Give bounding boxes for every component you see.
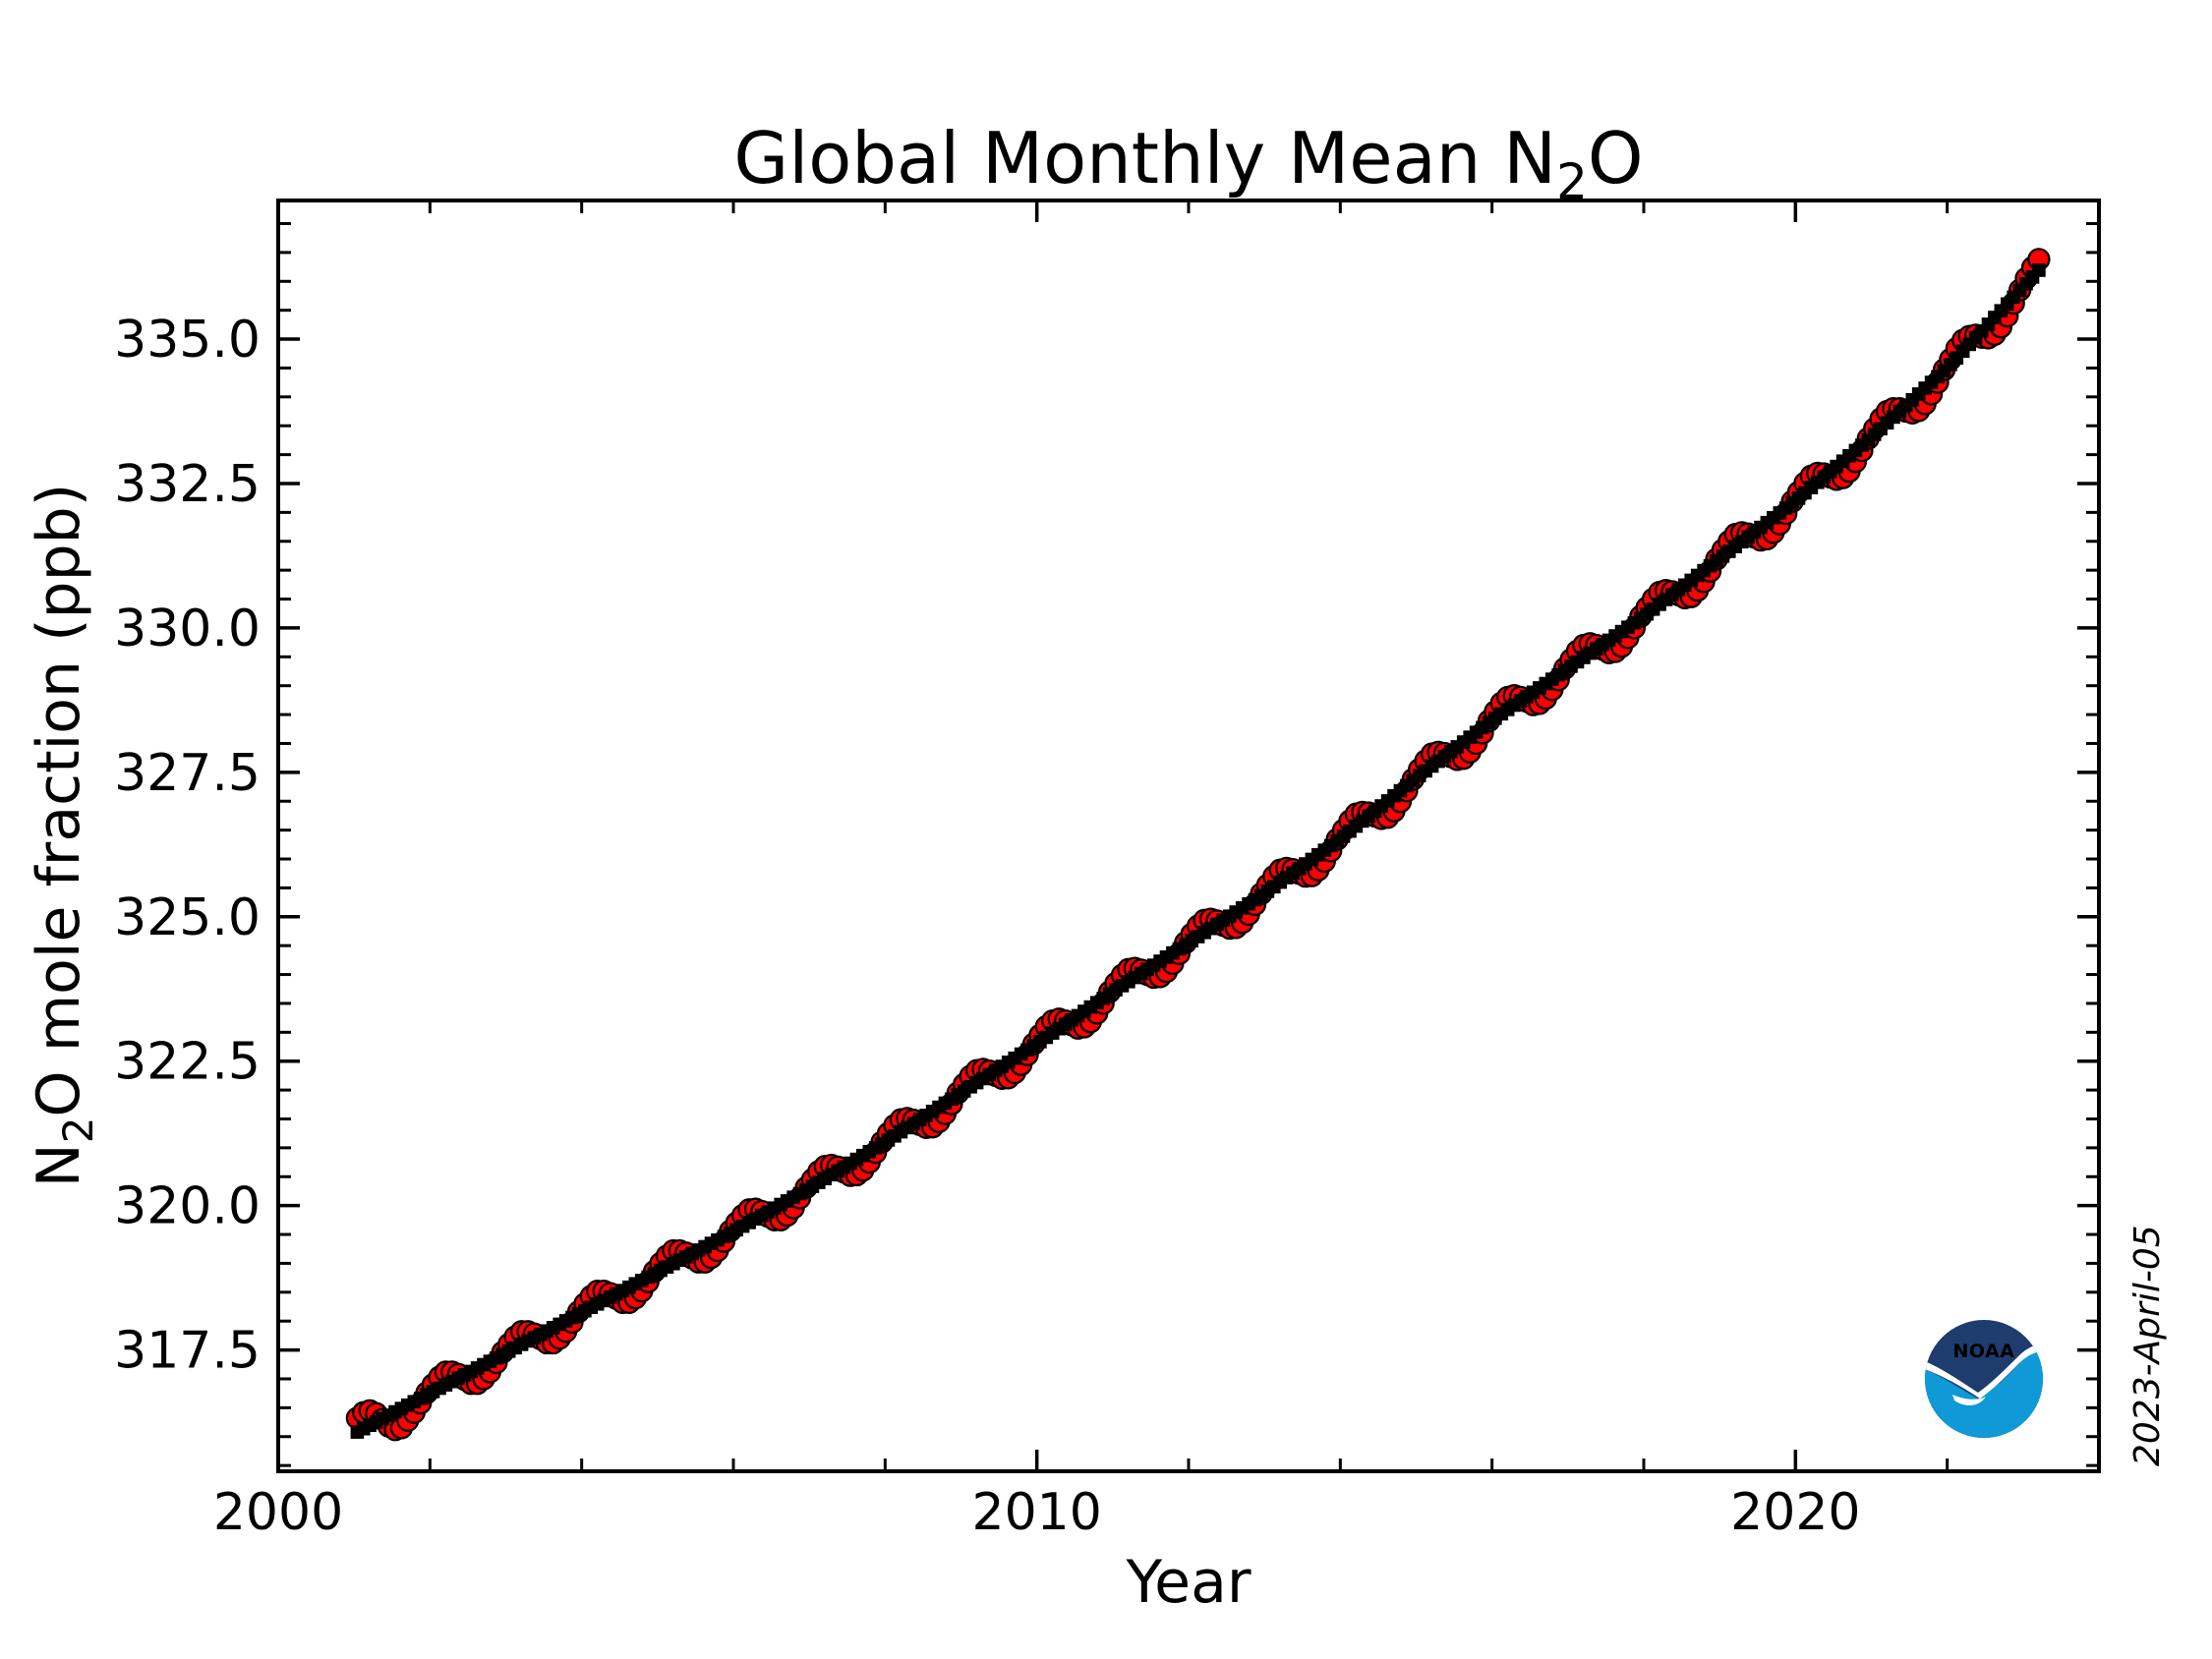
- y-tick-label: 332.5: [114, 455, 261, 514]
- trend-point: [2032, 263, 2046, 277]
- plot-border: [276, 199, 2101, 1473]
- y-axis-label: N2O mole fraction (ppb): [25, 484, 102, 1187]
- y-tick-label: 317.5: [114, 1322, 261, 1381]
- noaa-logo: NOAA: [1925, 1320, 2043, 1438]
- noaa-logo-sea: [1925, 1349, 2043, 1438]
- monthly-mean-series: [345, 248, 2051, 1442]
- axis-ticks: [276, 202, 2101, 1469]
- y-tick-label: 325.0: [114, 888, 261, 947]
- noaa-logo-wing: [1952, 1395, 1986, 1405]
- axis-tick-labels: 2000 2010 2020 317.5 320.0 322.5 325.0 327.5 330…: [114, 311, 1860, 1542]
- x-axis-label: Year: [1125, 1548, 1251, 1617]
- x-tick-label: 2000: [213, 1483, 343, 1542]
- y-tick-label: 320.0: [114, 1177, 261, 1236]
- noaa-logo-text: NOAA: [1953, 1341, 2015, 1362]
- x-tick-label: 2020: [1730, 1483, 1860, 1542]
- y-tick-label: 327.5: [114, 744, 261, 803]
- x-tick-label: 2010: [971, 1483, 1101, 1542]
- y-tick-label: 335.0: [114, 311, 261, 370]
- trend-series: [350, 263, 2046, 1439]
- date-stamp: 2023-April-05: [2127, 1225, 2168, 1466]
- y-tick-label: 330.0: [114, 600, 261, 658]
- chart-title: Global Monthly Mean N2O: [733, 117, 1643, 210]
- y-tick-label: 322.5: [114, 1033, 261, 1092]
- noaa-logo-gull: [1925, 1344, 2043, 1399]
